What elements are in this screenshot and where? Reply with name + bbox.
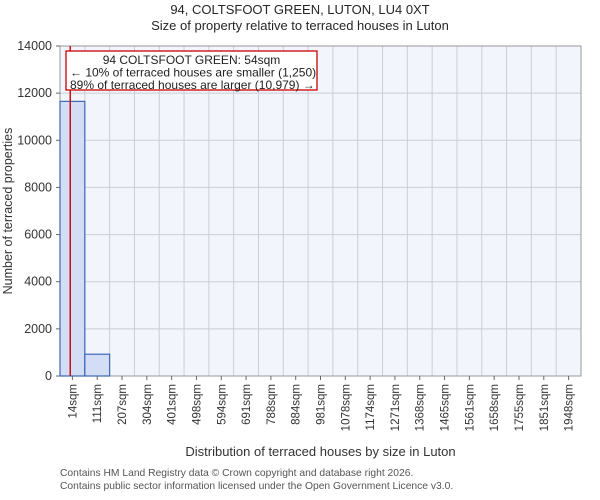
svg-text:0: 0 [45, 369, 52, 383]
svg-text:981sqm: 981sqm [316, 384, 328, 425]
svg-text:1078sqm: 1078sqm [340, 384, 352, 431]
svg-text:1658sqm: 1658sqm [489, 384, 501, 431]
svg-text:Number of terraced properties: Number of terraced properties [1, 128, 15, 295]
svg-text:10000: 10000 [17, 133, 52, 147]
svg-text:1271sqm: 1271sqm [390, 384, 402, 431]
svg-text:304sqm: 304sqm [142, 384, 154, 425]
svg-text:788sqm: 788sqm [266, 384, 278, 425]
svg-text:691sqm: 691sqm [241, 384, 253, 425]
svg-text:884sqm: 884sqm [291, 384, 303, 425]
svg-text:1755sqm: 1755sqm [514, 384, 526, 431]
svg-text:89% of terraced houses are lar: 89% of terraced houses are larger (10,97… [70, 78, 315, 92]
svg-text:14000: 14000 [17, 39, 52, 53]
svg-text:8000: 8000 [24, 180, 52, 194]
svg-text:6000: 6000 [24, 228, 52, 242]
svg-text:12000: 12000 [17, 86, 52, 100]
svg-text:207sqm: 207sqm [117, 384, 129, 425]
svg-text:2000: 2000 [24, 322, 52, 336]
svg-text:498sqm: 498sqm [191, 384, 203, 425]
svg-text:1174sqm: 1174sqm [365, 384, 377, 430]
svg-text:401sqm: 401sqm [167, 384, 179, 425]
svg-text:4000: 4000 [24, 275, 52, 289]
svg-text:Distribution of terraced house: Distribution of terraced houses by size … [185, 444, 455, 459]
svg-text:1948sqm: 1948sqm [564, 384, 576, 431]
svg-text:14sqm: 14sqm [67, 384, 79, 419]
svg-text:594sqm: 594sqm [216, 384, 228, 425]
svg-text:1368sqm: 1368sqm [415, 384, 427, 431]
svg-text:111sqm: 111sqm [92, 384, 104, 423]
svg-text:1851sqm: 1851sqm [539, 384, 551, 431]
svg-text:1561sqm: 1561sqm [464, 384, 476, 431]
svg-text:1465sqm: 1465sqm [440, 384, 452, 431]
